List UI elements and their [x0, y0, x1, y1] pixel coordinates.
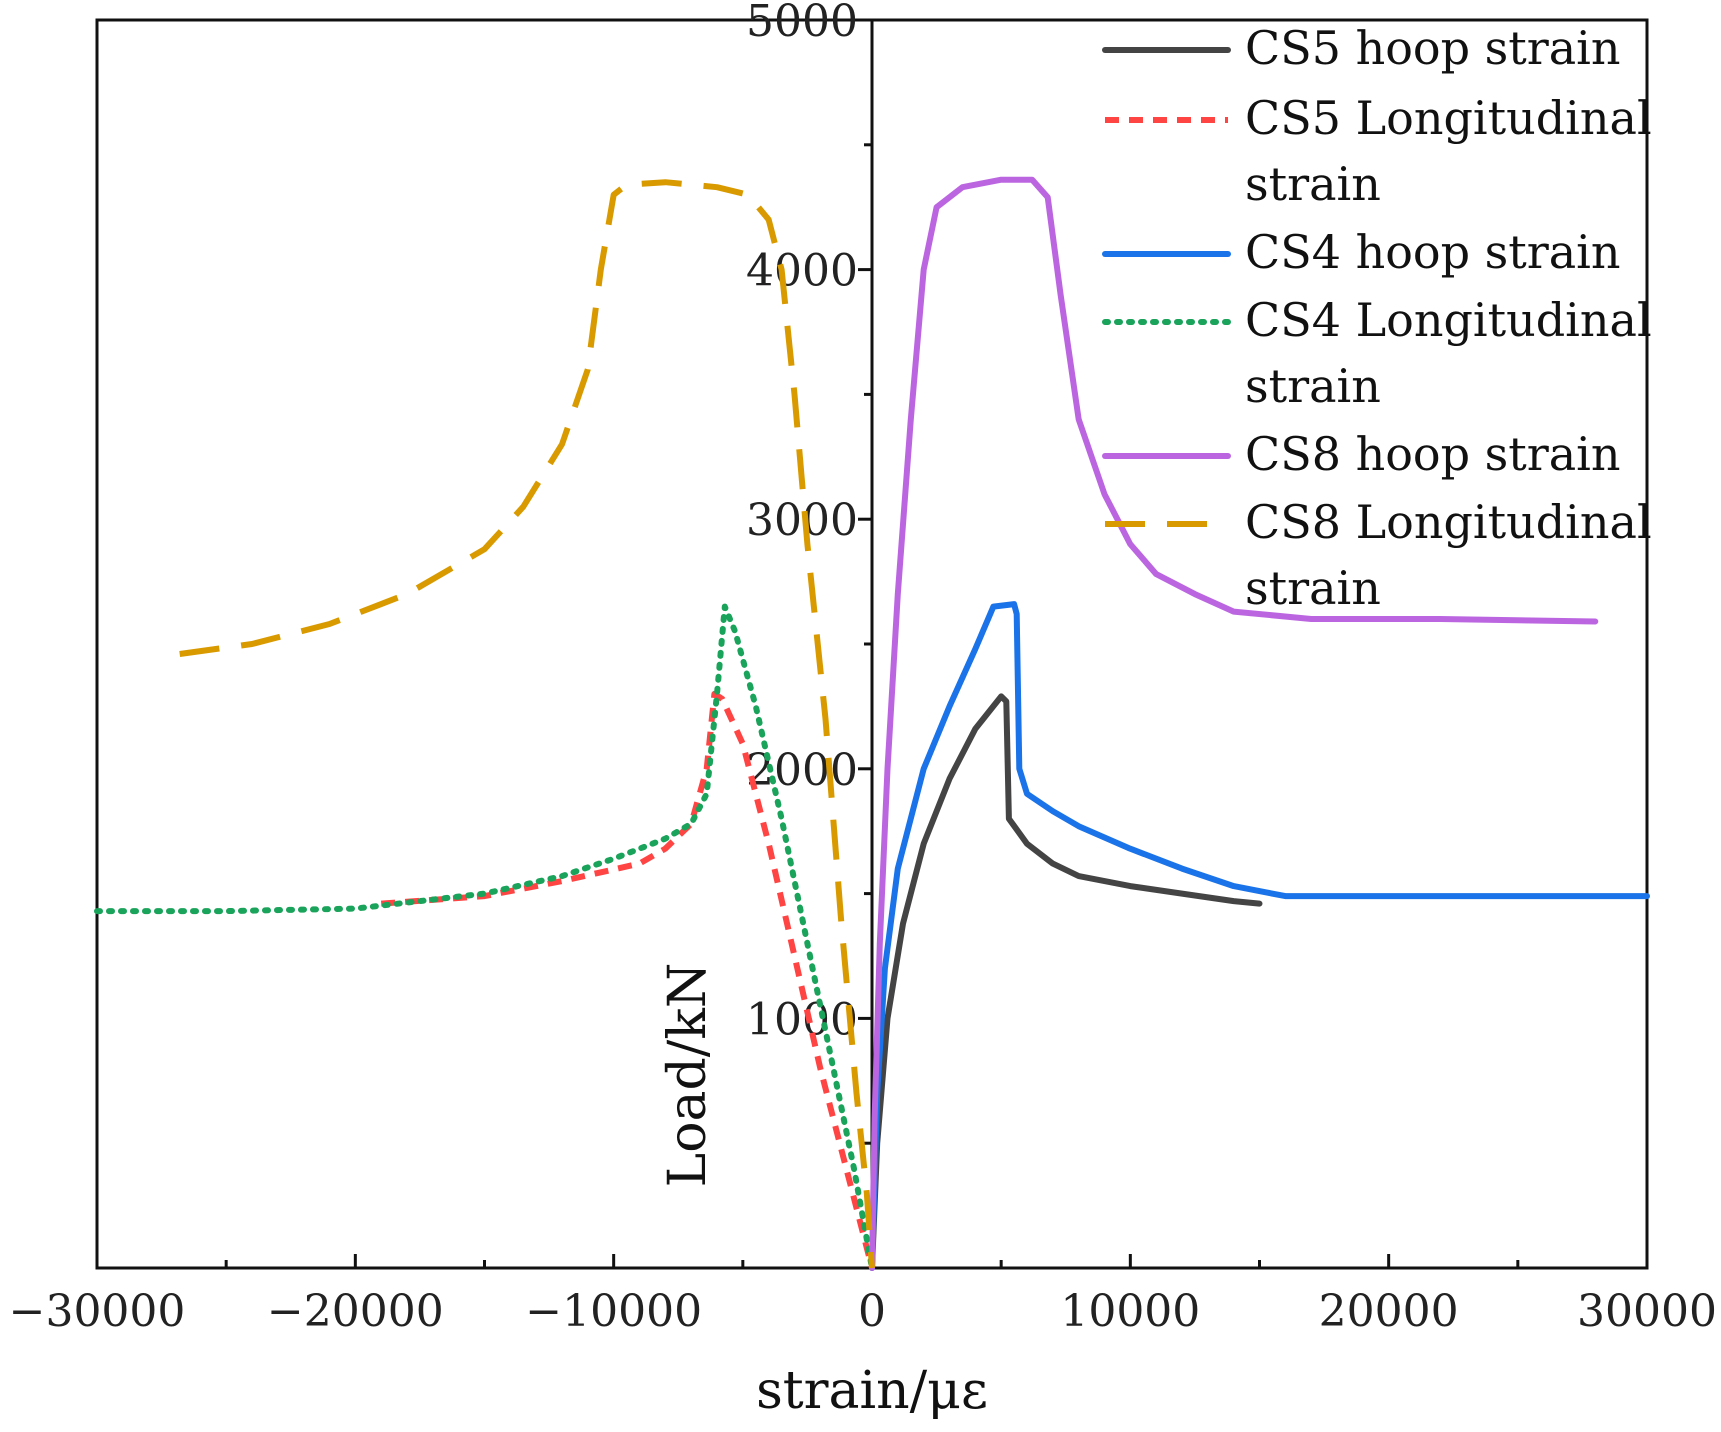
series-line-2 — [380, 690, 875, 1269]
legend: CS5 hoop strain CS5 Longitudinal strain CS4… — [1102, 21, 1652, 615]
x-tick-label: 30000 — [1577, 1286, 1717, 1337]
y-tick-label: 2000 — [746, 745, 858, 796]
legend-label: CS5 Longitudinal — [1245, 91, 1652, 145]
legend-label-cont: strain — [1245, 157, 1381, 211]
legend-label-cont: strain — [1245, 359, 1381, 413]
x-tick-label: 20000 — [1319, 1286, 1459, 1337]
y-tick-label: 3000 — [746, 495, 858, 546]
x-tick-label: 10000 — [1060, 1286, 1200, 1337]
y-tick-label: 1000 — [746, 994, 858, 1045]
legend-label: CS4 hoop strain — [1245, 225, 1621, 279]
series-line-6 — [179, 179, 875, 1269]
x-tick-label: −30000 — [9, 1286, 186, 1337]
legend-label: CS4 Longitudinal — [1245, 293, 1652, 347]
x-axis-title: strain/με — [756, 1361, 988, 1421]
y-tick-label: 4000 — [746, 246, 858, 297]
x-axis-ticks: −30000 −20000 −10000 0 10000 20000 30000 — [9, 1254, 1717, 1337]
y-axis-ticks: 1000 2000 3000 4000 5000 — [746, 0, 872, 1145]
series-line-5 — [869, 176, 1599, 1271]
y-axis-title: Load/kN — [658, 963, 718, 1188]
x-tick-label: −10000 — [525, 1286, 702, 1337]
legend-label: CS8 hoop strain — [1245, 427, 1621, 481]
series-line-3 — [869, 601, 1650, 1271]
legend-label: CS8 Longitudinal — [1245, 495, 1652, 549]
legend-label-cont: strain — [1245, 561, 1381, 615]
series-line-4 — [94, 603, 875, 1271]
x-tick-label: 0 — [858, 1286, 886, 1337]
x-tick-label: −20000 — [267, 1286, 444, 1337]
series-line-1 — [869, 693, 1263, 1271]
series-layer — [94, 176, 1650, 1271]
legend-label: CS5 hoop strain — [1245, 21, 1621, 75]
y-tick-label: 5000 — [746, 0, 858, 47]
